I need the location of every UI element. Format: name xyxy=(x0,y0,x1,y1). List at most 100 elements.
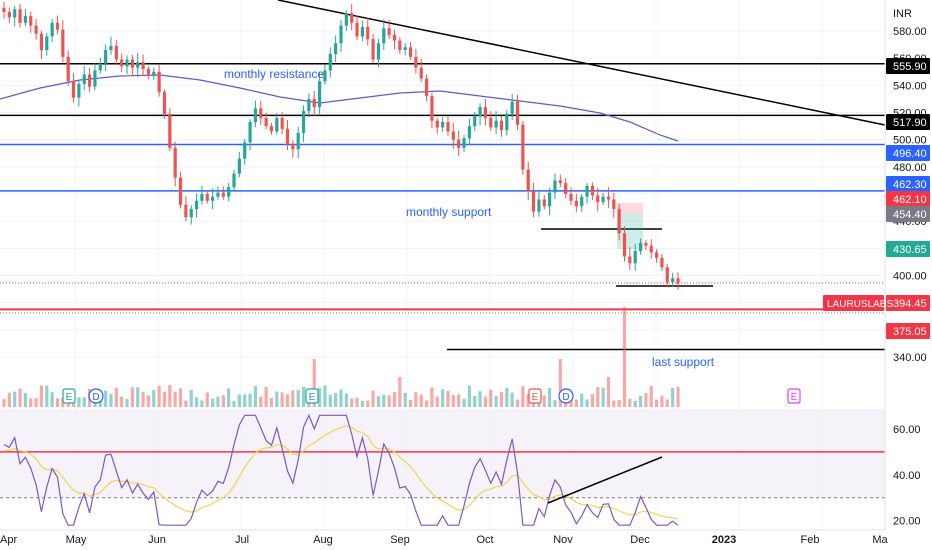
candle xyxy=(644,242,648,246)
event-marker[interactable]: D xyxy=(558,388,574,404)
price-tick-label: 480.00 xyxy=(893,162,927,174)
level-tag-text: 375.05 xyxy=(893,326,927,338)
volume-bar xyxy=(98,400,102,407)
level-tag-bg xyxy=(886,191,930,207)
candle xyxy=(168,113,172,148)
volume-bar xyxy=(403,392,407,407)
candle xyxy=(125,59,129,67)
grid xyxy=(0,0,885,530)
volume-bar xyxy=(617,399,621,407)
candle xyxy=(93,70,97,87)
volume-bar xyxy=(553,400,557,407)
level-tag: 555.90 xyxy=(886,58,930,74)
volume-bar xyxy=(275,391,279,407)
volume-bar xyxy=(216,396,220,407)
volume-bar xyxy=(671,387,675,407)
volume-bar xyxy=(644,393,648,407)
level-tag-bg xyxy=(886,176,930,192)
level-tag-bg xyxy=(886,58,930,74)
candle xyxy=(87,74,92,87)
rsi-background xyxy=(0,409,885,498)
event-marker[interactable]: E xyxy=(62,388,76,404)
candle xyxy=(435,120,439,128)
candle xyxy=(39,33,44,51)
volume-bar xyxy=(499,391,504,407)
candle xyxy=(505,113,509,131)
volume-bar xyxy=(173,391,177,407)
volume-bar xyxy=(2,399,6,407)
volume-bar xyxy=(18,388,22,407)
candle xyxy=(606,196,611,200)
volume-bar xyxy=(162,391,167,407)
volume-bar xyxy=(146,395,151,407)
price-tick-label: 540.00 xyxy=(893,80,927,92)
volume-bar xyxy=(339,389,343,407)
earnings-icon xyxy=(528,388,542,404)
candle xyxy=(590,185,595,196)
volume-bars xyxy=(2,307,680,407)
candle xyxy=(515,101,520,125)
level-tag: 496.40 xyxy=(886,145,930,161)
dividend-icon xyxy=(88,388,104,404)
candles xyxy=(2,1,680,290)
volume-bar xyxy=(291,390,295,407)
candle xyxy=(232,173,236,188)
level-tag-text: 454.40 xyxy=(893,209,927,221)
level-tag: 454.40 xyxy=(886,206,930,222)
event-marker-letter: E xyxy=(66,392,73,403)
level-tag-bg xyxy=(886,323,930,339)
candle xyxy=(408,47,413,57)
volume-bar xyxy=(125,398,129,407)
candle xyxy=(478,107,482,117)
candle xyxy=(98,63,102,71)
volume-bar xyxy=(237,394,241,407)
volume-bar xyxy=(280,392,284,407)
candle xyxy=(146,69,151,75)
event-marker[interactable]: E xyxy=(787,388,801,404)
annotation-monthly-support: monthly support xyxy=(406,205,492,219)
candle xyxy=(334,43,338,55)
volume-bar xyxy=(590,394,595,407)
rsi-divergence-line xyxy=(547,456,663,504)
event-marker-letter: E xyxy=(309,392,316,403)
trade-zones xyxy=(617,203,643,249)
volume-bar xyxy=(312,359,316,407)
time-tick-label: Nov xyxy=(553,534,573,546)
candle xyxy=(237,158,241,174)
event-marker-letter: D xyxy=(92,392,99,403)
rsi-band xyxy=(0,409,885,498)
candle xyxy=(120,59,124,67)
level-tag: 394.45 xyxy=(886,295,930,311)
candle xyxy=(221,192,225,197)
price-axis[interactable]: INR580.00560.00540.00520.00500.00480.004… xyxy=(823,0,932,550)
candle xyxy=(451,131,455,140)
candle xyxy=(467,126,471,139)
volume-bar xyxy=(323,385,327,407)
candle xyxy=(473,116,477,127)
annotation-monthly-resistance: monthly resistance xyxy=(224,67,324,81)
volume-bar xyxy=(408,400,413,407)
candle xyxy=(628,256,632,264)
volume-bar xyxy=(398,377,402,407)
earnings-icon xyxy=(62,388,76,404)
volume-bar xyxy=(334,392,338,407)
volume-bar xyxy=(104,390,108,407)
event-marker[interactable]: E xyxy=(305,388,319,404)
candle xyxy=(419,67,423,79)
candle xyxy=(446,122,450,132)
candle xyxy=(350,13,354,23)
candle xyxy=(323,70,327,82)
volume-bar xyxy=(596,387,600,407)
volume-bar xyxy=(205,392,209,407)
event-marker[interactable]: D xyxy=(88,388,104,404)
rsi-tick-label: 20.00 xyxy=(893,516,921,528)
time-axis[interactable]: Apr May Jun Jul Aug Sep Oct Nov Dec 2023 Feb Ma xyxy=(0,529,889,550)
level-tag: 375.05 xyxy=(886,323,930,339)
volume-bar xyxy=(152,390,156,407)
volume-bar xyxy=(189,389,193,407)
annotations: monthly resistance monthly support last … xyxy=(224,67,715,369)
candle xyxy=(344,13,348,26)
event-marker[interactable]: E xyxy=(528,388,542,404)
